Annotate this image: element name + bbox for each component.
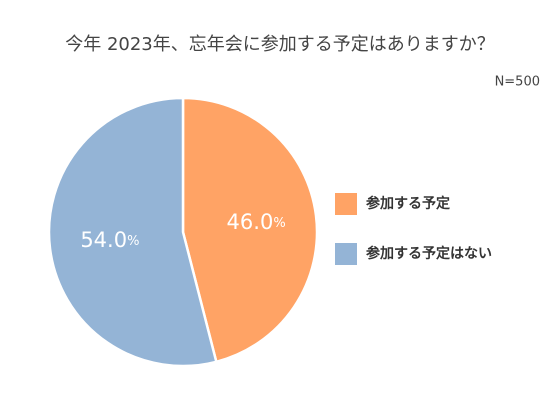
legend-swatch	[335, 193, 357, 215]
chart-subtitle: N=500	[495, 75, 540, 90]
legend-label: 参加する予定はない	[366, 245, 492, 262]
legend-swatch	[335, 243, 357, 265]
chart-title: 今年 2023年、忘年会に参加する予定はありますか？	[65, 34, 495, 55]
pie-slice	[181, 96, 319, 364]
value-label: 54.0%	[80, 228, 139, 252]
pie-slice	[47, 96, 218, 368]
value-label: 46.0%	[227, 210, 286, 234]
legend-label: 参加する予定	[366, 195, 450, 212]
